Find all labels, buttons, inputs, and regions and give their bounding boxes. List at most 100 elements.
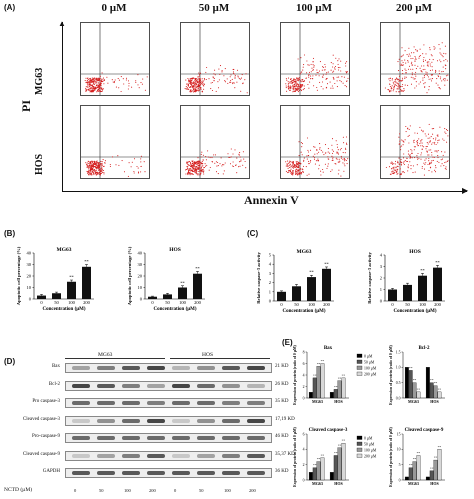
wb-row-label: Cleaved caspase-9 [22,451,60,457]
scatter-point [196,82,198,84]
scatter-point [322,66,324,68]
scatter-point [191,77,193,79]
y-tick-label: 4 [303,448,305,452]
scatter-point [431,74,433,76]
x-tick-label: MG63 [408,481,419,486]
scatter-point [332,66,334,68]
scatter-point [144,171,146,173]
bar [163,294,172,299]
scatter-point [85,90,87,92]
scatter-point [399,146,402,148]
scatter-point [322,168,324,171]
scatter-point [413,139,415,141]
scatter-point [439,48,441,50]
scatter-point [308,74,310,77]
scatter-point [302,168,304,171]
scatter-point [127,88,129,90]
scatter-point [88,174,90,176]
scatter-point [205,156,207,158]
wb-kd-label: 36 KD [275,469,289,474]
scatter-point [326,83,329,85]
scatter-point [286,163,288,165]
scatter-point [395,167,397,169]
scatter-point [89,91,91,93]
scatter-point [302,69,304,71]
scatter-point [229,76,231,78]
scatter-point [403,163,405,166]
scatter-point [90,84,92,86]
scatter-point [295,172,297,174]
scatter-point [100,85,102,87]
scatter-point [98,82,100,84]
scatter-point [337,60,339,62]
scatter-point [404,77,406,79]
scatter-point [207,156,209,158]
scatter-point [189,82,191,85]
scatter-point [423,168,426,170]
scatter-point [236,157,238,159]
scatter-point [88,170,90,172]
scatter-point [99,85,101,87]
scatter-point [204,79,206,81]
scatter-point [113,81,116,83]
scatter-point [188,172,190,175]
scatter-point [327,163,329,165]
scatter-point [194,79,196,81]
scatter-point [107,82,109,84]
wb-row-label: Pro caspase-3 [32,399,60,404]
scatter-point [343,142,345,144]
x-tick-label: 200 [194,300,202,305]
scatter-point [186,168,188,170]
scatter-point [426,72,428,74]
scatter-point [296,78,298,80]
wb-band [197,401,215,405]
wb-band [72,471,90,475]
scatter-point [389,77,391,79]
scatter-point [391,78,393,80]
scatter-point [410,165,412,167]
scatter-point [296,169,298,171]
scatter-point [98,173,100,175]
scatter-point [195,83,198,85]
wb-band [172,418,190,423]
scatter-point [294,79,296,81]
scatter-point [317,72,319,74]
scatter-point [398,58,400,60]
scatter-point [94,89,96,91]
scatter-point [87,166,89,168]
scatter-point [319,61,321,63]
scatter-point [198,83,200,85]
scatter-point [193,170,195,172]
scatter-point [238,166,240,168]
wb-band [147,418,165,423]
scatter-point [211,161,214,163]
scatter-point [319,143,321,145]
scatter-point [393,163,395,165]
scatter-point [91,84,94,86]
significance-mark: ** [430,378,434,382]
scatter-point [393,169,395,171]
wb-band [222,383,240,388]
scatter-point [293,80,295,82]
scatter-point [98,79,101,81]
bar [341,377,346,399]
scatter-point [90,174,92,176]
scatter-point [431,78,434,80]
scatter-point [392,173,394,175]
scatter-point [285,170,287,172]
scatter-point [88,84,90,86]
scatter-point [200,161,202,163]
scatter-point [419,143,421,145]
scatter-point [216,165,218,167]
scatter-point [401,89,403,92]
scatter-point [195,171,197,173]
scatter-point [308,71,311,73]
scatter-point [441,158,444,160]
scatter-point [292,162,294,164]
scatter-point [114,79,116,81]
scatter-point [291,173,293,175]
scatter-point [315,160,317,162]
scatter-point [292,165,294,168]
scatter-point [401,145,403,147]
scatter-point [401,171,403,173]
